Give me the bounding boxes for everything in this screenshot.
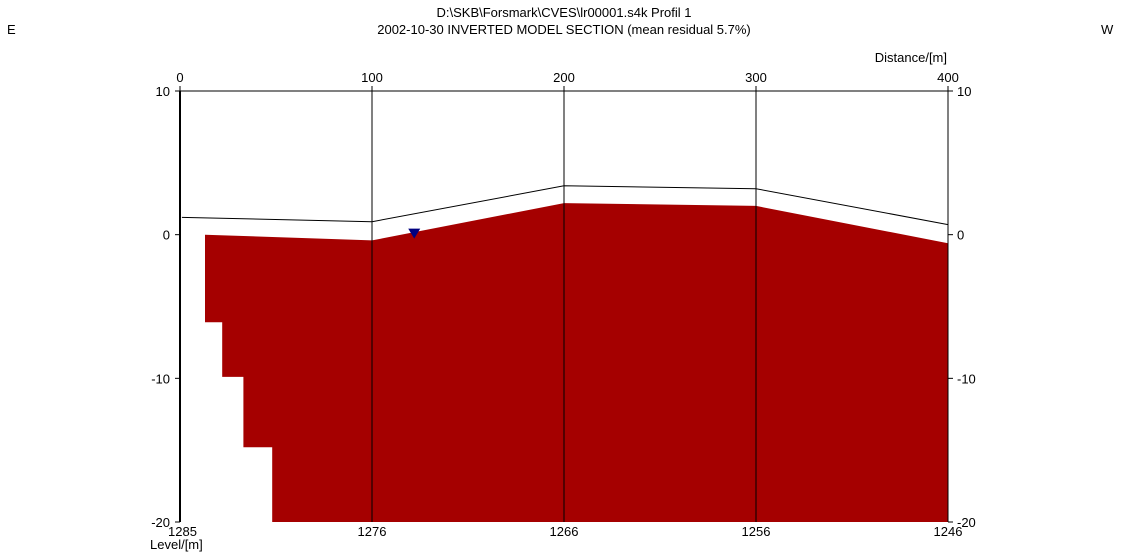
y-tick-label-left-3: -20 (151, 515, 170, 530)
x-axis-label: Distance/[m] (875, 50, 947, 65)
y-tick-label-right-3: -20 (957, 515, 976, 530)
direction-label-west: W (1101, 22, 1114, 37)
x-tick-label-200: 200 (553, 70, 575, 85)
y-axis-label: Level/[m] (150, 537, 203, 552)
chart-title: D:\SKB\Forsmark\CVES\lr00001.s4k Profil … (436, 5, 692, 20)
y-tick-label-left-1: 0 (163, 228, 170, 243)
bottom-tick-label-4: 1246 (934, 524, 963, 539)
y-tick-label-right-1: 0 (957, 228, 964, 243)
y-tick-label-left-2: -10 (151, 371, 170, 386)
y-tick-label-right-0: 10 (957, 84, 971, 99)
x-tick-label-100: 100 (361, 70, 383, 85)
topography-line (181, 185, 949, 226)
electrode-marker-0 (408, 228, 421, 239)
x-tick-label-300: 300 (745, 70, 767, 85)
bottom-tick-label-1: 1276 (358, 524, 387, 539)
direction-label-east: E (7, 22, 16, 37)
model-section-area (205, 203, 948, 522)
bottom-tick-label-2: 1266 (550, 524, 579, 539)
bottom-tick-label-0: 1285 (168, 524, 197, 539)
x-tick-label-400: 400 (937, 70, 959, 85)
y-tick-label-left-0: 10 (156, 84, 170, 99)
x-tick-label-0: 0 (176, 70, 183, 85)
bottom-tick-label-3: 1256 (742, 524, 771, 539)
y-tick-label-right-2: -10 (957, 371, 976, 386)
chart-subtitle: 2002-10-30 INVERTED MODEL SECTION (mean … (377, 22, 751, 37)
